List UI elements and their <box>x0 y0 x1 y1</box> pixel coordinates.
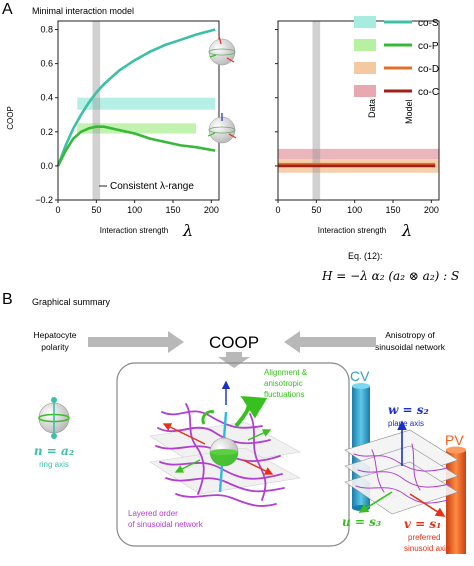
data-band-co-C <box>278 148 439 160</box>
data-band-co-P <box>77 123 196 134</box>
central-cell <box>162 380 274 493</box>
hepatocyte-glyph <box>38 397 70 439</box>
series-line-co-P <box>56 125 216 167</box>
chart-right: 0 50 100 150 200 Interaction strength λ <box>275 20 440 240</box>
chart-left-frame <box>57 20 220 201</box>
legend-label-co-D: co-D <box>418 64 439 75</box>
alignment-label: Alignment & anisotropic fluctuations <box>264 368 308 399</box>
series-line-co-S <box>56 28 216 167</box>
legend-swatch-data-co-P <box>354 39 376 51</box>
hepatocyte-polarity-label: Hepatocyte polarity <box>34 330 77 352</box>
coop-label: COOP <box>209 333 259 352</box>
anisotropy-label: Anisotropy of sinusoidal network <box>375 330 446 352</box>
chart-left-xlabel-symbol: λ <box>182 221 193 240</box>
legend-label-co-S: co-S <box>418 18 439 29</box>
consistent-range-label: Consistent λ-range <box>110 181 194 192</box>
y-tick-label: 0.6 <box>40 59 53 69</box>
y-tick-label: 0.8 <box>40 25 53 35</box>
chart-left: 0 50 100 150 200 −0.2 0.0 0.2 0.4 0.6 0.8 COOP In… <box>6 20 237 240</box>
x-tick-label: 150 <box>385 205 400 215</box>
panel-a-title: Minimal interaction model <box>32 6 134 16</box>
legend-model-label: Model <box>404 99 414 124</box>
layered-order-label: Layered order of sinusoidal network <box>128 509 204 529</box>
cv-label: CV <box>350 368 370 384</box>
x-tick-label: 0 <box>55 205 60 215</box>
consistent-range-band <box>312 21 321 200</box>
v-axis-label: v = s₁ <box>404 517 441 531</box>
legend-data-label: Data <box>367 99 377 118</box>
y-tick-label: −0.2 <box>35 195 53 205</box>
x-tick-label: 100 <box>347 205 362 215</box>
y-tick-label: 0.4 <box>40 93 53 103</box>
arrow-right-input <box>284 331 376 353</box>
equation-ref: Eq. (12): <box>348 251 383 261</box>
cell-glyph-upper <box>208 35 236 66</box>
chart-left-xlabel: Interaction strength <box>100 226 168 235</box>
x-tick-label: 50 <box>311 205 321 215</box>
chart-right-xlabel: Interaction strength <box>318 226 386 235</box>
x-tick-label: 50 <box>91 205 101 215</box>
w-axis-label: w = s₂ <box>388 403 429 417</box>
x-tick-label: 200 <box>424 205 439 215</box>
legend-swatch-data-co-D <box>354 62 376 74</box>
plane-axis-label: plane axis <box>388 419 424 428</box>
y-tick-label: 0.0 <box>40 161 53 171</box>
legend: Data Model co-S co-P co-D co-C <box>354 16 439 124</box>
x-tick-label: 150 <box>165 205 180 215</box>
consistent-range-band <box>92 21 101 200</box>
panel-b-letter: B <box>2 291 13 308</box>
n-axis-label: n = a₂ <box>34 444 74 458</box>
equation: H = −λ α₂ (a₂ ⊗ a₂) : S <box>321 269 459 283</box>
y-tick-label: 0.2 <box>40 127 53 137</box>
legend-label-co-P: co-P <box>418 41 439 52</box>
x-tick-label: 200 <box>204 205 219 215</box>
u-axis-label: u = s₃ <box>342 515 381 529</box>
arrow-down-coop <box>218 352 250 368</box>
pv-label: PV <box>445 432 464 448</box>
chart-right-xlabel-symbol: λ <box>401 221 412 240</box>
legend-label-co-C: co-C <box>418 87 439 98</box>
arrow-left-input <box>88 331 184 353</box>
legend-swatch-data-co-C <box>354 85 376 97</box>
right-network <box>344 420 459 517</box>
summary-box <box>116 362 350 547</box>
x-tick-label: 100 <box>127 205 142 215</box>
ring-axis-label: ring axis <box>39 460 69 469</box>
panel-a-letter: A <box>2 1 13 18</box>
cell-glyph-lower <box>207 113 237 144</box>
data-band-co-S <box>77 97 216 110</box>
chart-left-ylabel: COOP <box>6 106 15 130</box>
panel-b-title: Graphical summary <box>32 297 111 307</box>
preferred-axis-label: preferred sinusoid axis <box>404 533 450 553</box>
legend-swatch-data-co-S <box>354 16 376 28</box>
x-tick-label: 0 <box>275 205 280 215</box>
